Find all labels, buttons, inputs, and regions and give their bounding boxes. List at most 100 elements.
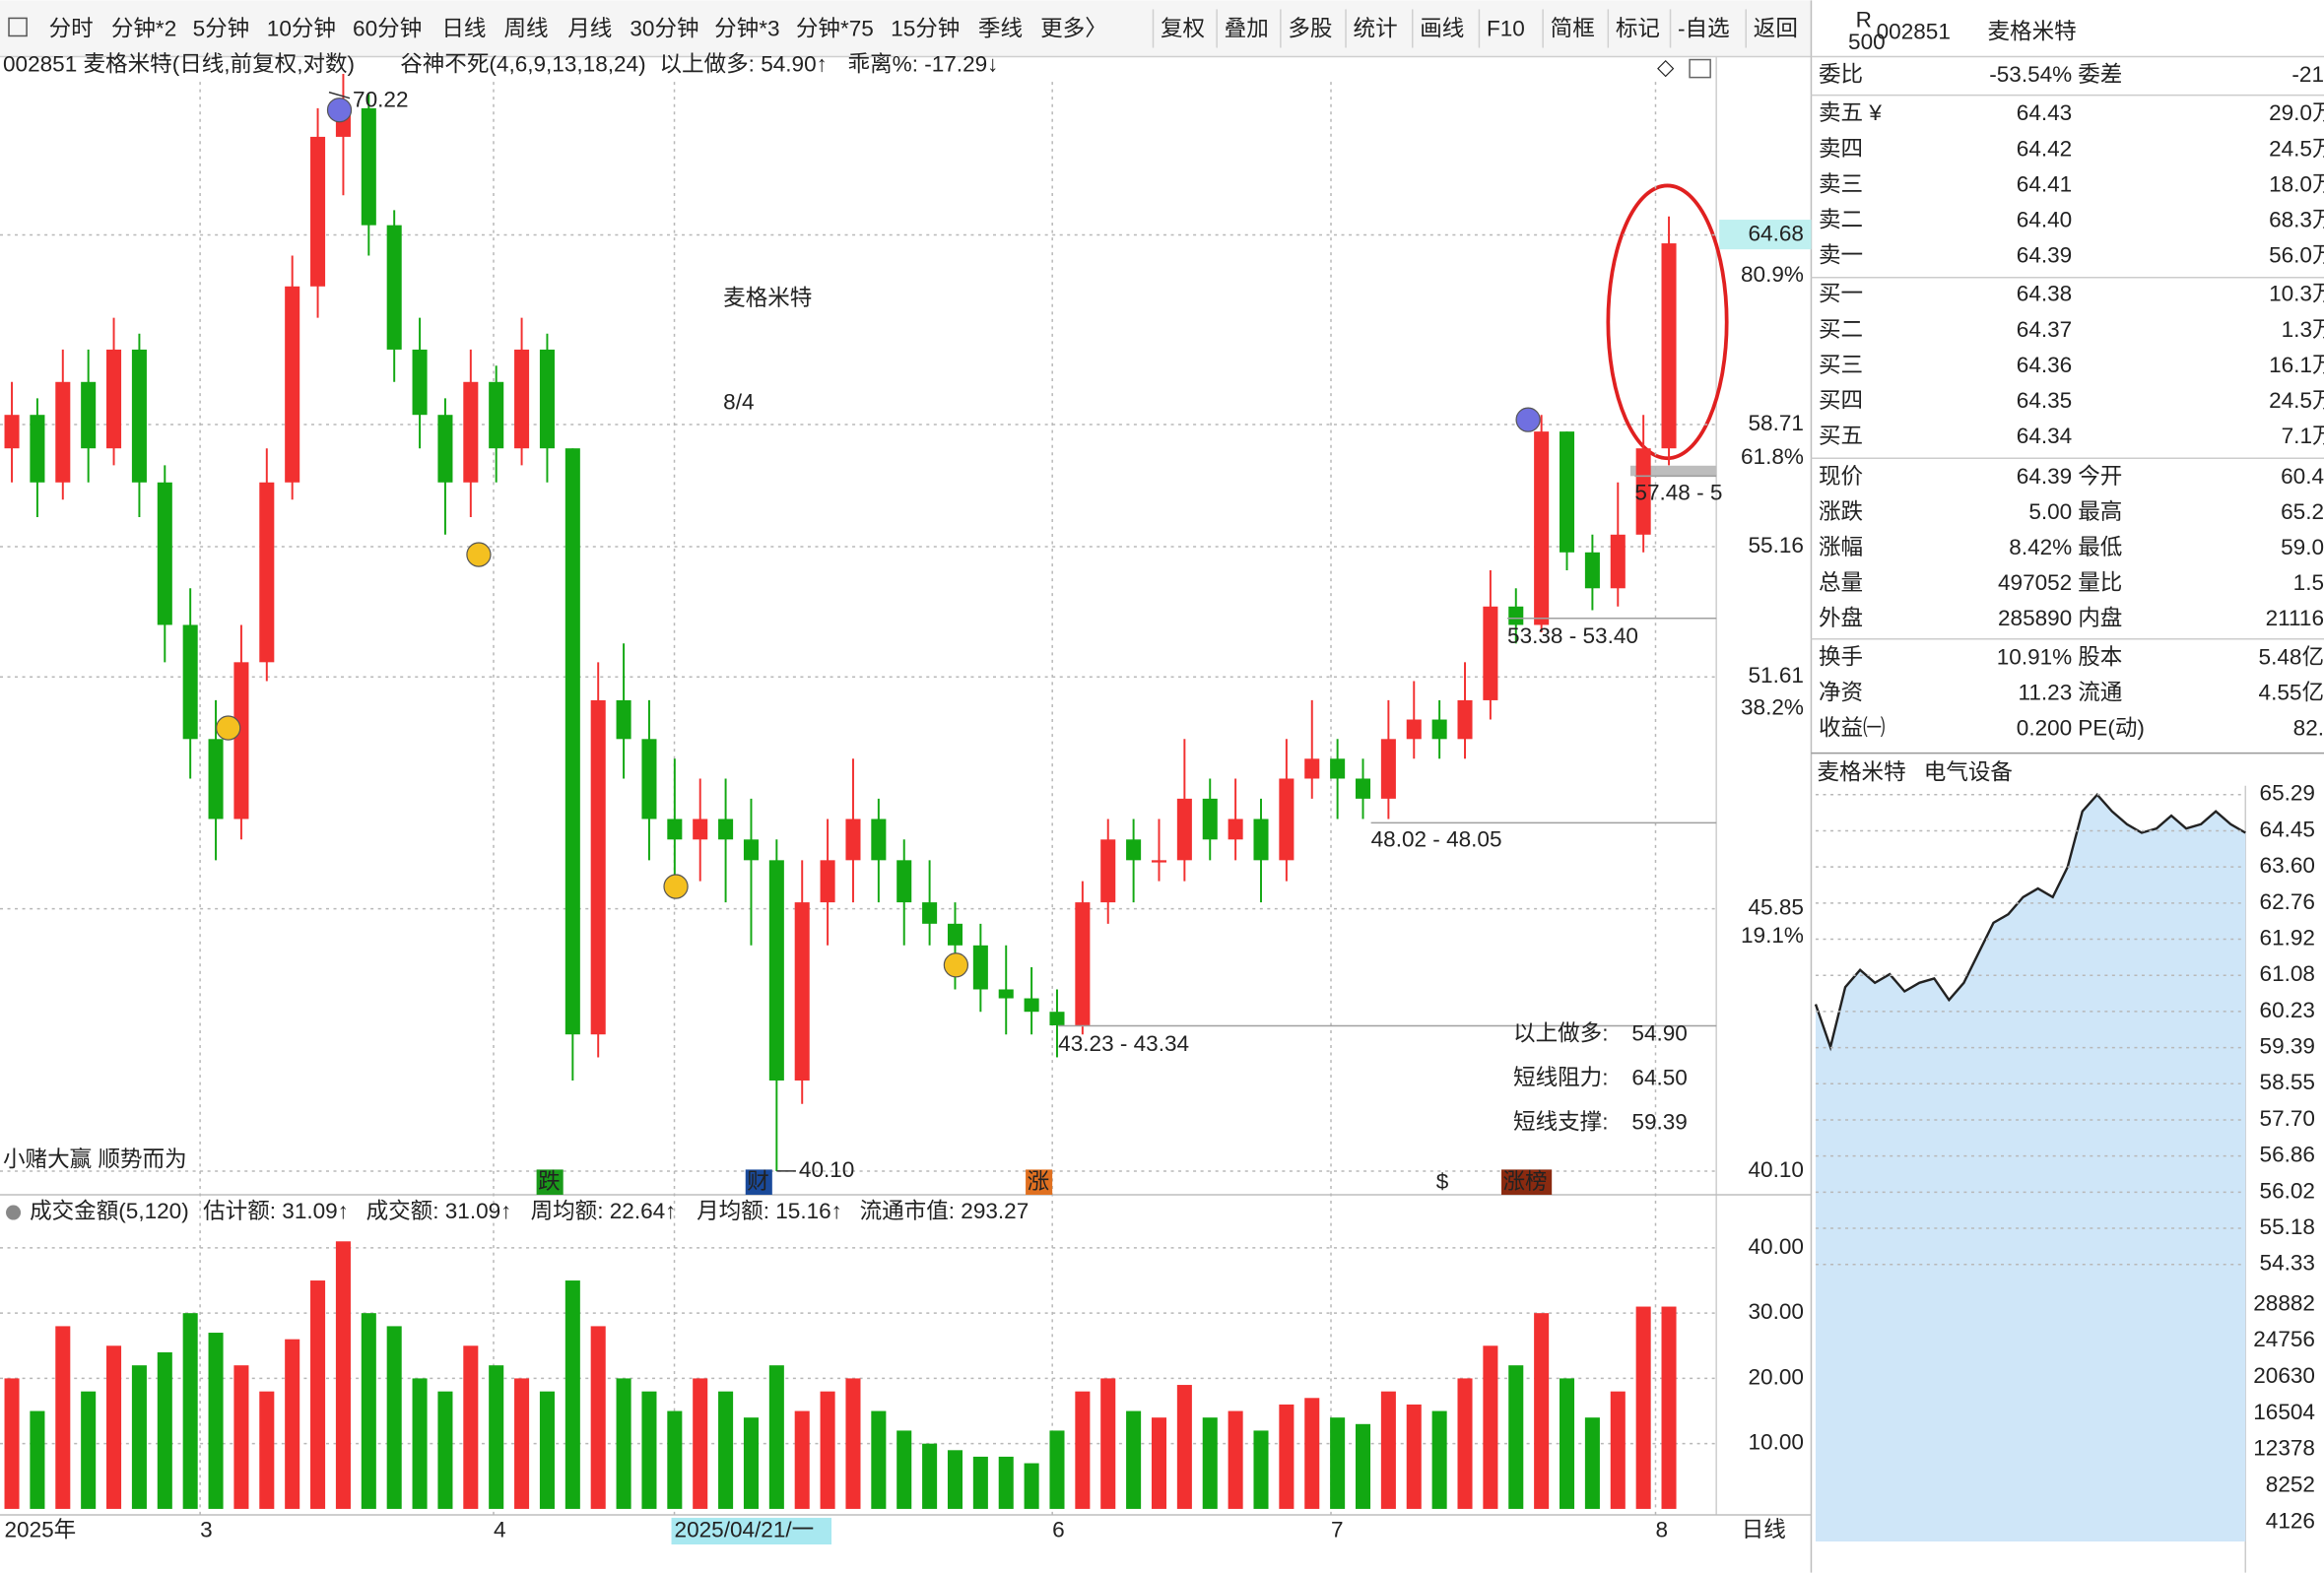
mini-volume-label: 12378 bbox=[2253, 1436, 2315, 1461]
candle-body bbox=[820, 860, 835, 903]
volume-bar bbox=[1049, 1430, 1065, 1509]
candle-body bbox=[1049, 1012, 1065, 1025]
tool-button[interactable]: 多股 bbox=[1288, 16, 1332, 40]
tool-button[interactable]: 标记 bbox=[1616, 16, 1660, 40]
event-badge[interactable] bbox=[1501, 1169, 1553, 1195]
ratio-value: -53.54% bbox=[1989, 62, 2072, 87]
tab[interactable]: 日线 bbox=[441, 16, 486, 40]
tab[interactable]: 更多〉 bbox=[1040, 16, 1107, 40]
collapse-icon[interactable] bbox=[6, 1205, 22, 1220]
volume-bar bbox=[896, 1430, 912, 1509]
panel-icon[interactable] bbox=[1689, 58, 1711, 79]
tool-button[interactable]: 统计 bbox=[1354, 16, 1398, 40]
stat-label: 涨幅 bbox=[1819, 535, 1863, 559]
candle-body bbox=[794, 902, 810, 1081]
tool-button[interactable]: F10 bbox=[1487, 16, 1525, 40]
candle-body bbox=[667, 819, 683, 840]
book-price: 64.41 bbox=[2017, 171, 2072, 196]
tab[interactable]: 周线 bbox=[504, 16, 549, 40]
candle-body bbox=[437, 415, 453, 483]
tab[interactable]: 分钟*2 bbox=[111, 16, 176, 40]
low-label: 40.10 bbox=[799, 1157, 854, 1182]
candle-body bbox=[1253, 819, 1269, 861]
tool-button[interactable]: 叠加 bbox=[1225, 16, 1269, 40]
candle-body bbox=[896, 860, 912, 903]
mini-sector: 电气设备 bbox=[1924, 760, 2013, 785]
level-label: 53.38 - 53.40 bbox=[1507, 623, 1638, 648]
candle-body bbox=[922, 902, 938, 924]
volume-bar bbox=[106, 1345, 122, 1509]
tab[interactable]: 15分钟 bbox=[891, 16, 960, 40]
diamond-icon[interactable]: ◇ bbox=[1657, 55, 1675, 80]
chart-info: 以上做多: 54.90↑ bbox=[659, 52, 827, 77]
candle-body bbox=[30, 415, 45, 483]
volume-info: 流通市值: 293.27 bbox=[860, 1199, 1029, 1223]
volume-info: 周均额: 22.64↑ bbox=[531, 1199, 677, 1223]
tab[interactable]: 5分钟 bbox=[193, 16, 250, 40]
volume-bar bbox=[871, 1410, 887, 1509]
tool-button[interactable]: 画线 bbox=[1420, 16, 1464, 40]
candle-body bbox=[1483, 606, 1498, 700]
candle-body bbox=[641, 739, 657, 819]
y-tick-label: 10.00 bbox=[1748, 1430, 1803, 1455]
mini-price-label: 61.08 bbox=[2260, 961, 2315, 986]
tab[interactable]: 分时 bbox=[49, 16, 94, 40]
tab[interactable]: 60分钟 bbox=[353, 16, 422, 40]
x-tick-label: 4 bbox=[494, 1517, 506, 1541]
event-badge[interactable] bbox=[745, 1169, 772, 1195]
mini-price-label: 65.29 bbox=[2260, 781, 2315, 806]
tab[interactable]: 10分钟 bbox=[267, 16, 336, 40]
volume-bar bbox=[564, 1280, 580, 1509]
book-label: 卖三 bbox=[1819, 171, 1863, 196]
period-label: 日线 bbox=[1742, 1517, 1786, 1541]
volume-bar bbox=[1431, 1410, 1447, 1509]
tool-button[interactable]: -自选 bbox=[1678, 16, 1730, 40]
candle-body bbox=[539, 349, 555, 449]
tab[interactable]: 30分钟 bbox=[630, 16, 698, 40]
volume-bar bbox=[947, 1450, 963, 1509]
stat-value: 497052 bbox=[1998, 570, 2072, 595]
signal-label: 短线阻力: bbox=[1513, 1066, 1608, 1090]
candle-body bbox=[1355, 778, 1371, 799]
event-badge[interactable] bbox=[536, 1169, 564, 1195]
y-tick-label: 55.16 bbox=[1748, 533, 1803, 557]
stat-label: 内盘 bbox=[2078, 606, 2122, 630]
volume-info: 估计额: 31.09↑ bbox=[203, 1199, 349, 1223]
candle-body bbox=[1534, 431, 1550, 625]
candle-body bbox=[1559, 431, 1575, 553]
volume-bar bbox=[590, 1326, 606, 1509]
y-tick-label: 64.68 bbox=[1748, 221, 1803, 245]
tool-button[interactable]: 简框 bbox=[1551, 16, 1595, 40]
event-badge[interactable] bbox=[1026, 1169, 1053, 1195]
book-label: 卖一 bbox=[1819, 243, 1863, 268]
tool-button[interactable]: 返回 bbox=[1754, 16, 1798, 40]
tool-button[interactable]: 复权 bbox=[1161, 16, 1205, 40]
volume-bar bbox=[922, 1443, 938, 1509]
stat-value: 10.91% bbox=[1997, 644, 2072, 669]
high-arrow bbox=[328, 91, 351, 99]
mini-price-label: 64.45 bbox=[2260, 817, 2315, 841]
volume-bar bbox=[820, 1391, 835, 1509]
mini-volume-label: 20630 bbox=[2253, 1363, 2315, 1388]
mini-price-label: 60.23 bbox=[2260, 998, 2315, 1022]
candle-body bbox=[1584, 552, 1600, 589]
menu-icon[interactable] bbox=[8, 17, 28, 37]
candle-body bbox=[81, 381, 97, 449]
candle-body bbox=[1635, 448, 1651, 535]
highlight-ellipse bbox=[1606, 183, 1729, 461]
volume-bar bbox=[1355, 1423, 1371, 1509]
tab[interactable]: 月线 bbox=[567, 16, 612, 40]
y-tick-label: 40.00 bbox=[1748, 1234, 1803, 1259]
face-icon bbox=[466, 542, 492, 567]
tab[interactable]: 分钟*75 bbox=[796, 16, 874, 40]
tab[interactable]: 分钟*3 bbox=[714, 16, 779, 40]
book-label: 买五 bbox=[1819, 424, 1863, 448]
face-icon bbox=[663, 874, 689, 899]
candle-body bbox=[1228, 819, 1243, 840]
candle-body bbox=[871, 819, 887, 861]
candle-body bbox=[1330, 758, 1346, 779]
mini-volume-label: 4126 bbox=[2266, 1508, 2315, 1533]
tab[interactable]: 季线 bbox=[978, 16, 1023, 40]
candle-body bbox=[131, 349, 147, 483]
